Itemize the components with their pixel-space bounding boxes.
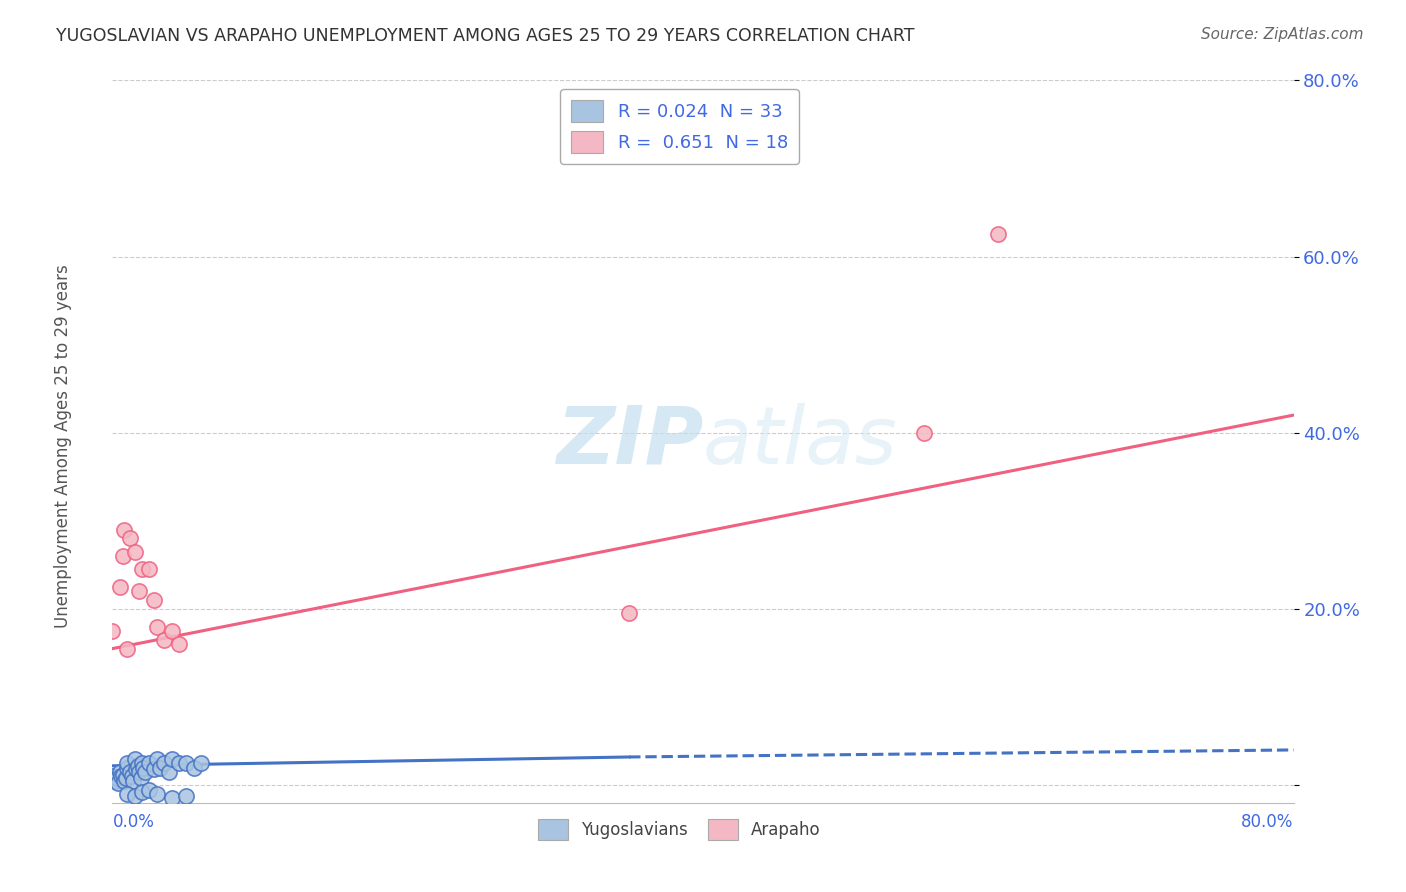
Point [134,764,156,779]
Point [128,584,150,599]
Point [160,624,183,638]
Text: 80.0%: 80.0% [1241,814,1294,831]
Point [132,760,155,774]
Point [138,782,160,797]
Point [117,760,138,774]
Point [124,544,146,558]
Point [146,619,169,633]
Point [131,756,153,771]
Point [987,227,1010,242]
Point [160,791,183,805]
Point [124,789,146,803]
Point [114,771,136,785]
Point [108,764,131,779]
Point [124,752,146,766]
Point [142,593,165,607]
Text: ZIP: ZIP [555,402,703,481]
Point [174,756,197,771]
Point [112,523,135,537]
Point [174,789,197,803]
Point [138,562,160,576]
Point [129,771,152,785]
Point [142,762,165,776]
Point [146,752,169,766]
Point [112,773,135,788]
Point [110,769,132,783]
Point [167,756,190,771]
Point [117,787,138,801]
Point [128,764,150,779]
Text: Unemployment Among Ages 25 to 29 years: Unemployment Among Ages 25 to 29 years [55,264,72,628]
Point [146,787,169,801]
Point [111,767,134,781]
Point [149,760,172,774]
Point [108,580,131,594]
Point [105,771,128,785]
Point [160,752,183,766]
Point [101,624,124,638]
Point [117,756,138,771]
Point [122,773,145,788]
Point [153,756,176,771]
Point [619,607,641,621]
Point [153,632,176,647]
Text: Source: ZipAtlas.com: Source: ZipAtlas.com [1201,27,1364,42]
Point [120,532,142,546]
Point [121,769,143,783]
Point [183,760,205,774]
Point [138,756,160,771]
Point [111,549,134,563]
Point [157,764,180,779]
Point [127,759,149,773]
Point [131,785,153,799]
Text: 0.0%: 0.0% [112,814,155,831]
Point [117,641,138,656]
Point [120,764,142,779]
Legend: Yugoslavians, Arapaho: Yugoslavians, Arapaho [531,813,828,847]
Point [125,762,148,776]
Point [131,562,153,576]
Point [101,769,124,783]
Point [104,773,127,788]
Point [107,775,129,789]
Text: YUGOSLAVIAN VS ARAPAHO UNEMPLOYMENT AMONG AGES 25 TO 29 YEARS CORRELATION CHART: YUGOSLAVIAN VS ARAPAHO UNEMPLOYMENT AMON… [56,27,915,45]
Text: atlas: atlas [703,402,898,481]
Point [167,637,190,651]
Point [914,425,936,440]
Point [190,756,212,771]
